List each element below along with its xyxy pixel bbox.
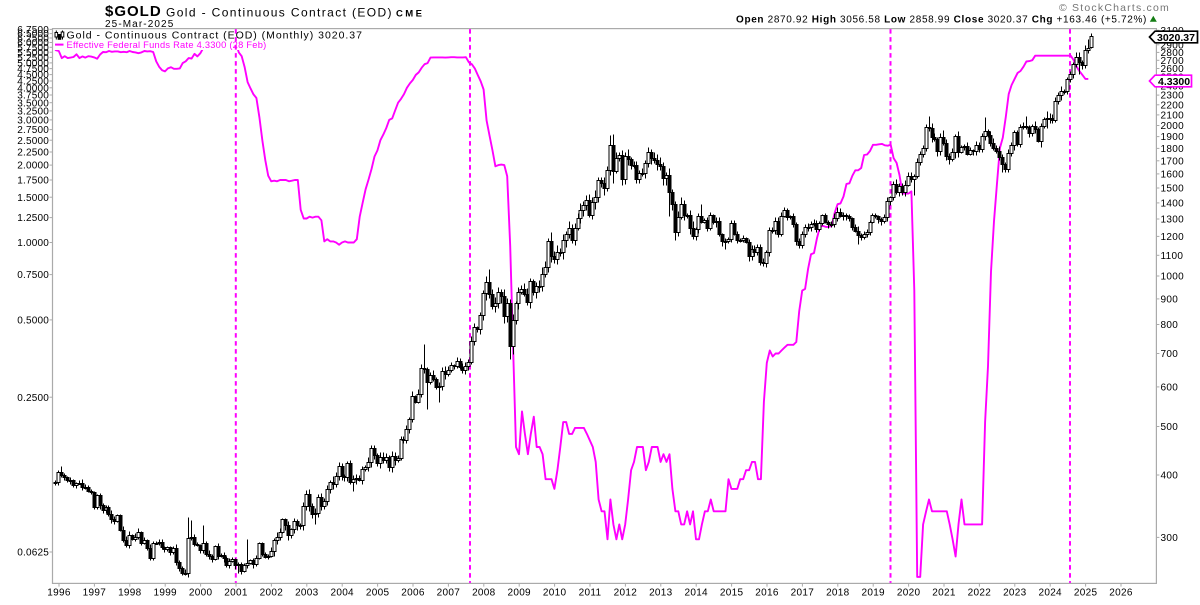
svg-text:2.7500: 2.7500 [17,125,49,136]
svg-text:2006: 2006 [401,587,425,598]
svg-text:2010: 2010 [543,587,567,598]
svg-text:1.2500: 1.2500 [17,213,49,224]
svg-text:400: 400 [1161,471,1179,482]
svg-text:2003: 2003 [295,587,319,598]
svg-text:2019: 2019 [861,587,885,598]
svg-text:2.0000: 2.0000 [17,161,49,172]
svg-text:2002: 2002 [260,587,284,598]
svg-text:2011: 2011 [579,587,602,598]
svg-text:2026: 2026 [1109,587,1133,598]
svg-text:2018: 2018 [826,587,850,598]
svg-text:3.7500: 3.7500 [17,91,49,102]
svg-text:6.2500: 6.2500 [17,34,49,45]
svg-text:2200: 2200 [1161,100,1185,111]
svg-text:1700: 1700 [1161,156,1185,167]
svg-text:2000: 2000 [1161,121,1185,132]
svg-text:1800: 1800 [1161,144,1185,155]
svg-text:0.7500: 0.7500 [17,270,49,281]
svg-text:2004: 2004 [330,587,354,598]
svg-text:4.3300: 4.3300 [1158,76,1190,88]
svg-text:2013: 2013 [649,587,673,598]
svg-text:2001: 2001 [224,587,248,598]
svg-text:2900: 2900 [1161,40,1185,51]
svg-text:3020.37: 3020.37 [1157,32,1195,44]
svg-text:2700: 2700 [1161,56,1185,67]
svg-text:4.7500: 4.7500 [17,64,49,75]
svg-text:2015: 2015 [720,587,744,598]
svg-text:2007: 2007 [437,587,461,598]
svg-text:1500: 1500 [1161,184,1185,195]
svg-text:1998: 1998 [118,587,142,598]
svg-text:1400: 1400 [1161,199,1185,210]
svg-text:5.7500: 5.7500 [17,43,49,54]
svg-text:2020: 2020 [897,587,921,598]
svg-text:4.0000: 4.0000 [17,83,49,94]
svg-text:© StockCharts.com: © StockCharts.com [1059,2,1170,14]
svg-text:2016: 2016 [755,587,779,598]
svg-text:5.0000: 5.0000 [17,59,49,70]
svg-text:2000: 2000 [189,587,213,598]
svg-text:6.0000: 6.0000 [17,38,49,49]
svg-text:2.5000: 2.5000 [17,136,49,147]
svg-text:600: 600 [1161,383,1179,394]
svg-text:2014: 2014 [684,587,708,598]
svg-text:1997: 1997 [83,587,107,598]
svg-text:2022: 2022 [968,587,992,598]
svg-text:Open 2870.92 High 3056.58 Low: Open 2870.92 High 3056.58 Low 2858.99 Cl… [736,14,1147,25]
svg-text:3.0000: 3.0000 [17,116,49,127]
svg-text:6.5000: 6.5000 [17,29,49,40]
svg-text:700: 700 [1161,349,1179,360]
svg-text:2023: 2023 [1003,587,1027,598]
svg-text:1.5000: 1.5000 [17,193,49,204]
svg-text:2009: 2009 [507,587,531,598]
svg-text:5.5000: 5.5000 [17,48,49,59]
svg-text:1600: 1600 [1161,170,1185,181]
svg-text:1996: 1996 [47,587,71,598]
svg-text:2100: 2100 [1161,111,1185,122]
svg-text:1999: 1999 [153,587,177,598]
svg-text:0.2500: 0.2500 [17,393,49,404]
svg-text:2021: 2021 [932,587,956,598]
svg-text:0.5000: 0.5000 [17,316,49,327]
svg-text:3.5000: 3.5000 [17,98,49,109]
svg-text:3.2500: 3.2500 [17,107,49,118]
svg-text:25-Mar-2025: 25-Mar-2025 [105,19,174,30]
svg-text:0.0625: 0.0625 [17,548,49,559]
svg-text:CME: CME [396,9,424,20]
svg-text:2012: 2012 [614,587,638,598]
svg-text:2600: 2600 [1161,64,1185,75]
svg-text:1200: 1200 [1161,232,1185,243]
svg-text:$GOLD: $GOLD [105,3,162,20]
svg-text:900: 900 [1161,295,1179,306]
svg-text:Gold - Continuous Contract (EO: Gold - Continuous Contract (EOD) (Monthl… [67,30,363,42]
svg-text:1900: 1900 [1161,132,1185,143]
svg-text:5.2500: 5.2500 [17,53,49,64]
svg-text:1300: 1300 [1161,215,1185,226]
svg-text:2017: 2017 [791,587,815,598]
svg-text:4.5000: 4.5000 [17,70,49,81]
svg-text:2005: 2005 [366,587,390,598]
svg-text:2800: 2800 [1161,48,1185,59]
svg-text:2024: 2024 [1038,587,1062,598]
svg-text:300: 300 [1161,533,1179,544]
svg-text:2300: 2300 [1161,91,1185,102]
svg-text:1.7500: 1.7500 [17,176,49,187]
svg-text:1100: 1100 [1161,251,1184,262]
svg-text:1.0000: 1.0000 [17,238,49,249]
svg-text:2008: 2008 [472,587,496,598]
svg-text:6.7500: 6.7500 [17,25,49,36]
svg-text:Gold - Continuous Contract (EO: Gold - Continuous Contract (EOD) [166,6,393,20]
svg-text:800: 800 [1161,320,1179,331]
svg-text:500: 500 [1161,422,1179,433]
svg-text:2025: 2025 [1074,587,1098,598]
svg-text:Effective Federal Funds Rate 4: Effective Federal Funds Rate 4.3300 (28 … [67,40,267,50]
svg-text:1000: 1000 [1161,272,1185,283]
svg-text:2.2500: 2.2500 [17,148,49,159]
svg-text:4.2500: 4.2500 [17,77,49,88]
